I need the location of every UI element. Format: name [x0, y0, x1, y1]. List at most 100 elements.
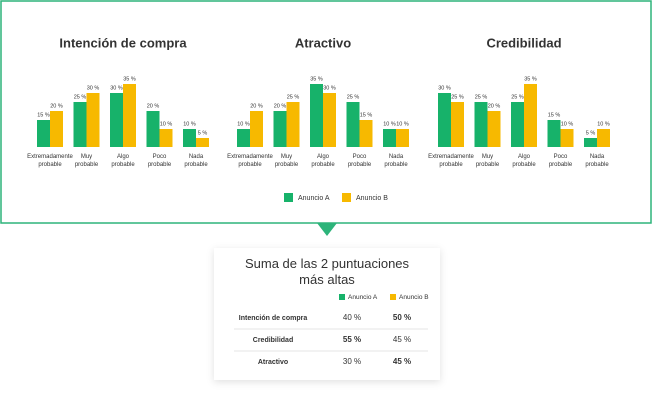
legend-swatch — [342, 193, 351, 202]
bar — [273, 111, 287, 147]
value-label: 30 % — [87, 85, 100, 91]
summary-card — [214, 248, 440, 380]
bar — [383, 129, 396, 147]
value-label: 20 % — [250, 103, 263, 109]
bar — [286, 102, 300, 147]
category-label: Extremadamente probable — [227, 154, 273, 168]
value-label: 30 % — [438, 85, 451, 91]
summary-value: 45 % — [393, 357, 411, 366]
value-label: 10 % — [160, 121, 173, 127]
value-label: 25 % — [475, 94, 488, 100]
category-label: Poco probable — [348, 154, 372, 168]
bar — [183, 129, 196, 147]
category-label: Poco probable — [148, 154, 172, 168]
value-label: 25 % — [511, 94, 524, 100]
value-label: 10 % — [383, 121, 396, 127]
category-label: Poco probable — [549, 154, 573, 168]
bar — [123, 84, 136, 147]
chart-title: Atractivo — [295, 35, 351, 50]
bar — [474, 102, 488, 147]
pointer — [317, 223, 337, 236]
value-label: 35 % — [123, 76, 136, 82]
bar — [396, 129, 409, 147]
summary-value: 50 % — [393, 313, 411, 322]
value-label: 10 % — [396, 121, 409, 127]
category-label: Extremadamente probable — [428, 154, 474, 168]
bar — [438, 93, 451, 147]
legend-label: Anuncio A — [348, 294, 378, 301]
bar — [159, 129, 173, 147]
bar — [487, 111, 501, 147]
legend-swatch — [284, 193, 293, 202]
bar — [237, 129, 250, 147]
row-label: Intención de compra — [239, 315, 308, 322]
value-label: 25 % — [451, 94, 464, 100]
value-label: 30 % — [323, 85, 336, 91]
summary-value: 30 % — [343, 357, 361, 366]
value-label: 10 % — [183, 121, 196, 127]
row-label: Credibilidad — [253, 337, 293, 344]
value-label: 15 % — [37, 112, 50, 118]
value-label: 20 % — [147, 103, 160, 109]
summary-title: Suma de las 2 puntuaciones más altas — [245, 256, 410, 287]
bar — [37, 120, 50, 147]
bar — [146, 111, 160, 147]
chart-title: Credibilidad — [486, 35, 561, 50]
value-label: 25 % — [287, 94, 300, 100]
legend-label: Anuncio A — [298, 195, 330, 202]
value-label: 5 % — [586, 130, 596, 136]
legend-label: Anuncio B — [399, 294, 429, 301]
value-label: 10 % — [237, 121, 250, 127]
value-label: 10 % — [561, 121, 574, 127]
bar — [346, 102, 360, 147]
legend-label: Anuncio B — [356, 195, 388, 202]
bar — [310, 84, 323, 147]
category-label: Muy probable — [476, 154, 500, 168]
bar — [73, 102, 87, 147]
legend-swatch — [390, 294, 396, 300]
category-label: Nada probable — [384, 154, 408, 168]
legend-swatch — [339, 294, 345, 300]
category-label: Nada probable — [184, 154, 208, 168]
bar — [547, 120, 561, 147]
value-label: 35 % — [524, 76, 537, 82]
chart-title: Intención de compra — [59, 35, 187, 50]
summary-value: 40 % — [343, 313, 361, 322]
category-label: Muy probable — [275, 154, 299, 168]
value-label: 20 % — [50, 103, 63, 109]
category-label: Extremadamente probable — [27, 154, 73, 168]
value-label: 35 % — [310, 76, 323, 82]
bar — [110, 93, 123, 147]
value-label: 25 % — [74, 94, 87, 100]
bar — [86, 93, 100, 147]
value-label: 15 % — [548, 112, 561, 118]
value-label: 20 % — [488, 103, 501, 109]
value-label: 10 % — [597, 121, 610, 127]
value-label: 25 % — [347, 94, 360, 100]
bar — [451, 102, 464, 147]
category-label: Algo probable — [111, 154, 135, 168]
bar — [511, 102, 524, 147]
bar — [560, 129, 574, 147]
summary-value: 45 % — [393, 335, 411, 344]
bar — [359, 120, 373, 147]
summary-value: 55 % — [343, 335, 361, 344]
bar — [323, 93, 336, 147]
value-label: 30 % — [110, 85, 123, 91]
value-label: 5 % — [198, 130, 208, 136]
category-label: Algo probable — [311, 154, 335, 168]
bar — [196, 138, 209, 147]
bar — [597, 129, 610, 147]
bar — [250, 111, 263, 147]
category-label: Algo probable — [512, 154, 536, 168]
value-label: 20 % — [274, 103, 287, 109]
category-label: Muy probable — [75, 154, 99, 168]
value-label: 15 % — [360, 112, 373, 118]
category-label: Nada probable — [585, 154, 609, 168]
row-label: Atractivo — [258, 359, 288, 366]
bar — [50, 111, 63, 147]
bar — [524, 84, 537, 147]
bar — [584, 138, 597, 147]
